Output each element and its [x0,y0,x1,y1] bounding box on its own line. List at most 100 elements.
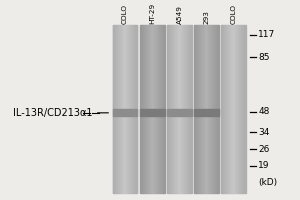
Bar [227,25,228,193]
Bar [167,25,168,193]
Bar [171,25,172,193]
Bar [150,25,151,193]
Bar [133,25,134,193]
Bar [161,25,162,193]
Bar [174,25,175,193]
Bar [141,25,142,193]
Bar [226,25,227,193]
Text: COLO: COLO [122,4,128,24]
Text: HT-29: HT-29 [150,2,156,24]
Bar [163,25,164,193]
Bar [180,25,181,193]
Bar [154,25,155,193]
Bar [234,25,235,193]
Bar [218,25,219,193]
Bar [179,25,180,193]
Bar [167,109,192,116]
Bar [158,25,159,193]
Bar [224,25,225,193]
Bar [123,25,124,193]
Bar [231,25,232,193]
Bar [143,25,144,193]
Bar [130,25,131,193]
Text: (kD): (kD) [258,178,278,187]
Bar [238,25,239,193]
Bar [136,25,137,193]
Bar [142,25,143,193]
Bar [195,25,196,193]
Bar [115,25,116,193]
Text: 34: 34 [258,128,270,137]
Bar [230,25,231,193]
Bar [245,25,246,193]
Bar [209,25,210,193]
Bar [128,25,129,193]
Bar [194,109,219,116]
Bar [205,25,206,193]
Text: 293: 293 [203,10,209,24]
Bar [186,25,187,193]
Bar [129,25,130,193]
Bar [198,25,199,193]
Bar [113,109,137,116]
Bar [208,25,209,193]
Bar [168,25,169,193]
Bar [135,25,136,193]
Text: 26: 26 [258,145,270,154]
Bar [152,25,153,193]
Bar [181,25,182,193]
Bar [178,25,179,193]
Bar [117,25,118,193]
Bar [140,109,165,116]
Bar [197,25,198,193]
Text: 85: 85 [258,53,270,62]
Bar [225,25,226,193]
Bar [159,25,160,193]
Bar [170,25,171,193]
Bar [212,25,213,193]
Bar [134,25,135,193]
Bar [149,25,150,193]
Bar [118,25,119,193]
Bar [157,25,158,193]
Bar [202,25,203,193]
Bar [244,25,245,193]
Bar [194,25,195,193]
Bar [122,25,123,193]
Bar [199,25,200,193]
Bar [217,25,218,193]
Bar [185,25,186,193]
Bar [176,25,177,193]
Bar [146,25,147,193]
Text: IL-13R/CD213α1: IL-13R/CD213α1 [13,108,93,118]
Text: COLO: COLO [230,4,236,24]
Bar [119,25,120,193]
Bar [121,25,122,193]
Bar [215,25,216,193]
Bar [237,25,238,193]
Bar [144,25,145,193]
Bar [236,25,237,193]
Bar [191,25,192,193]
Bar [207,25,208,193]
Bar [120,25,121,193]
Bar [114,25,115,193]
Bar [239,25,240,193]
Bar [116,25,117,193]
Bar [132,25,133,193]
Bar [201,25,202,193]
Bar [235,25,236,193]
Bar [242,25,243,193]
Bar [243,25,244,193]
Bar [223,25,224,193]
Text: 19: 19 [258,161,270,170]
Bar [160,25,161,193]
Bar [229,25,230,193]
Bar [182,25,183,193]
Bar [173,25,174,193]
Bar [222,25,223,193]
Bar [184,25,185,193]
Bar [148,25,149,193]
Bar [172,25,173,193]
Text: 48: 48 [258,107,270,116]
